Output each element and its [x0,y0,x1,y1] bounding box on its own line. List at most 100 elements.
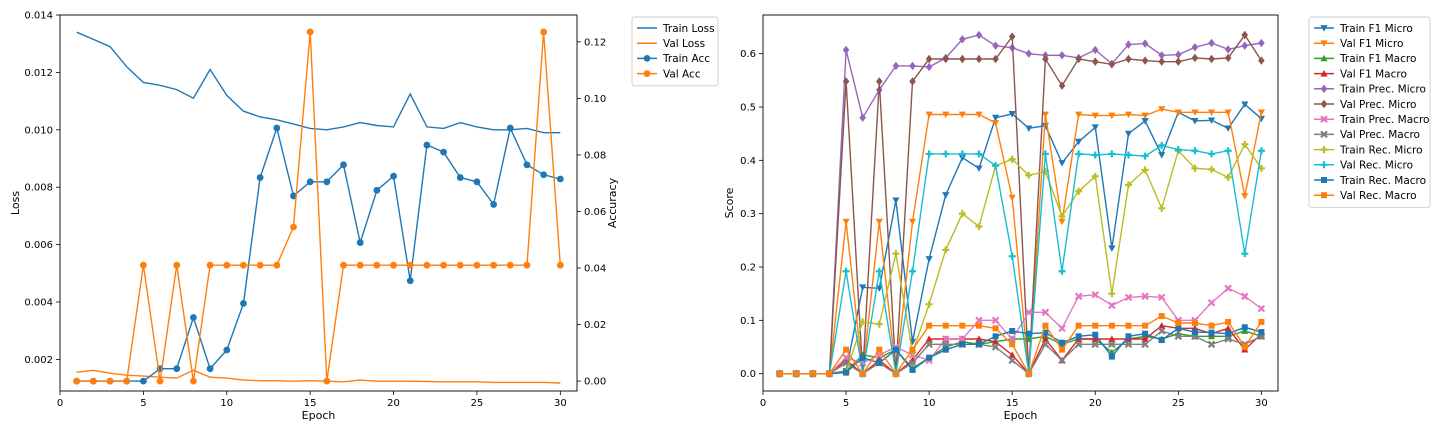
data-point [908,218,917,226]
data-point [1074,292,1083,301]
data-point [809,370,816,377]
data-point [1058,212,1066,220]
data-point [156,377,164,385]
data-point [1141,292,1149,301]
data-point [1174,332,1183,341]
data-point [240,261,247,269]
legend-entry: Train F1 Macro [1339,53,1416,65]
series-line [76,369,561,384]
data-point [1058,51,1066,60]
data-point [440,261,447,269]
data-point [892,370,899,377]
data-point [273,261,281,269]
data-point [975,222,983,230]
data-point [1025,308,1033,317]
data-point [440,148,447,156]
data-point [875,218,883,226]
data-point [1009,328,1016,334]
data-point [1041,308,1050,317]
y2-tick-label: 0.00 [584,377,606,388]
data-point [1058,81,1066,90]
data-point [1041,340,1050,349]
series-train-loss [76,31,561,134]
series-val-loss [76,369,561,384]
series-line [76,31,561,382]
data-point [139,377,147,385]
data-point [1241,193,1249,200]
data-point [876,346,883,353]
data-point [926,354,933,361]
data-point [925,62,933,72]
data-point [1258,56,1265,65]
data-point [1091,112,1099,120]
data-point [506,124,514,132]
legend-entry: Train Rec. Macro [1339,175,1426,187]
data-point [456,174,464,181]
data-point [991,316,1000,325]
data-point [1224,284,1232,293]
legend-marker [643,70,651,77]
data-point [892,250,900,258]
data-point [106,377,114,385]
legend-marker [1320,25,1328,32]
data-point [1191,43,1199,52]
data-point [173,261,181,269]
data-point [991,338,1000,345]
data-point [1191,164,1199,172]
data-point [1225,330,1232,337]
legend-entry: Val F1 Macro [1340,68,1407,80]
data-point [1025,370,1032,377]
data-point [959,322,966,329]
data-point [859,354,866,361]
data-point [490,201,498,208]
y-tick-label: 0.0 [740,369,756,380]
data-point [1025,330,1032,337]
data-point [942,54,950,64]
data-point [1141,112,1149,120]
data-point [1191,117,1199,125]
data-point [1241,324,1248,331]
data-point [975,111,983,119]
data-point [523,161,531,169]
data-point [876,360,883,366]
plot-frame [59,14,578,392]
x-tick-label: 15 [1006,398,1019,409]
data-point [1108,150,1116,158]
x-axis-label: Epoch [1004,409,1038,422]
y2-tick-label: 0.02 [584,320,606,331]
data-point [1108,245,1116,252]
y-tick-label: 0.010 [24,125,53,136]
data-point [173,365,181,373]
data-point [1224,109,1232,116]
y-tick-label: 0.5 [740,103,756,114]
y-axis-label: Score [723,187,736,218]
legend-marker [1320,130,1328,139]
data-point [1125,333,1132,340]
data-point [1258,38,1265,48]
legend-marker [1320,161,1328,169]
data-point [925,111,933,119]
data-point [356,239,364,246]
data-point [1075,187,1083,195]
data-point [190,377,197,385]
y2-tick-label: 0.12 [584,37,606,48]
legend-marker [643,55,651,62]
data-point [1041,335,1050,342]
data-point [540,171,548,179]
data-point [942,192,950,199]
data-point [390,261,397,269]
legend-marker [1321,192,1327,199]
chart-1: 0 5 10 15 20 25 30 0.002 0.004 0.006 0.008 0.010 0.0… [9,11,719,422]
data-point [1025,125,1033,132]
data-point [909,366,916,373]
data-point [1008,194,1016,202]
legend-entry: Val Rec. Micro [1340,160,1413,172]
y-tick-label: 0.004 [24,298,53,309]
data-point [1257,147,1265,155]
legend-entry: Val F1 Micro [1340,38,1403,50]
data-point [1008,356,1016,365]
series-line [779,142,1262,375]
data-point [1191,109,1199,116]
data-point [1108,322,1115,329]
